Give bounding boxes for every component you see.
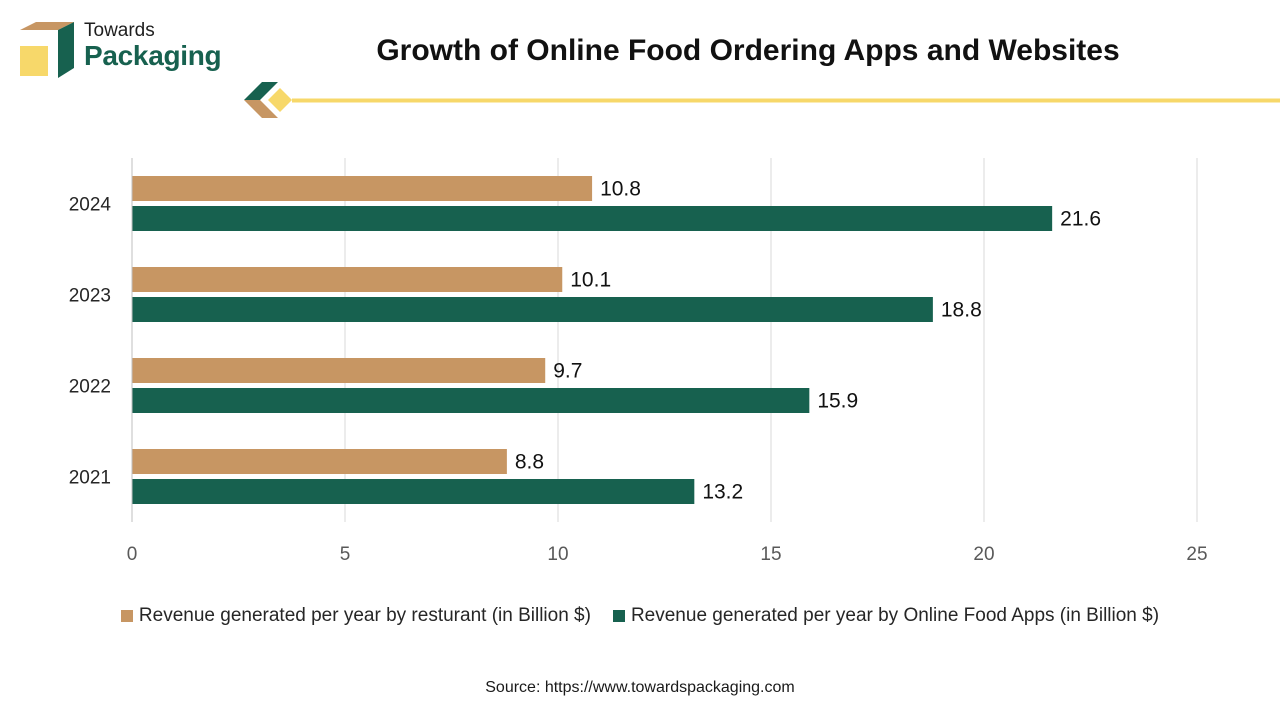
y-category-label: 2024: [69, 195, 112, 216]
y-category-label: 2022: [69, 377, 111, 398]
bar-apps: [132, 388, 810, 413]
bar-chart: 0 5 10 15 20 25 2024 10.8 21.6 2023 10.1 18.8 2022 9.…: [69, 158, 1208, 565]
legend-label-restaurant: Revenue generated per year by resturant …: [138, 605, 591, 626]
bar-restaurant: [132, 267, 563, 292]
data-label-apps: 18.8: [941, 299, 982, 322]
data-label-restaurant: 10.8: [600, 178, 641, 201]
legend-label-apps: Revenue generated per year by Online Foo…: [630, 605, 1160, 626]
y-category-label: 2021: [69, 468, 111, 489]
x-tick-label: 0: [127, 544, 138, 565]
x-tick-label: 20: [973, 544, 994, 565]
data-label-apps: 13.2: [702, 481, 743, 504]
brand-name-top: Towards: [84, 20, 155, 41]
bar-restaurant: [132, 358, 546, 383]
x-tick-label: 15: [760, 544, 781, 565]
box-logo-icon: [20, 22, 74, 78]
chart-title: Growth of Online Food Ordering Apps and …: [376, 34, 1120, 67]
x-tick-label: 10: [547, 544, 568, 565]
title-divider: [244, 82, 1280, 118]
bar-apps: [132, 206, 1053, 231]
bar-restaurant: [132, 176, 593, 201]
x-tick-label: 25: [1186, 544, 1207, 565]
chart-legend: Revenue generated per year by resturant …: [0, 605, 1280, 627]
data-label-restaurant: 9.7: [553, 360, 582, 383]
brand-name-bottom: Packaging: [84, 40, 222, 71]
legend-item-restaurant: Revenue generated per year by resturant …: [120, 605, 591, 627]
x-tick-label: 5: [340, 544, 351, 565]
data-label-restaurant: 8.8: [515, 451, 544, 474]
legend-item-apps: Revenue generated per year by Online Foo…: [612, 605, 1160, 627]
source-note: Source: https://www.towardspackaging.com: [485, 679, 795, 696]
bar-apps: [132, 479, 695, 504]
bar-apps: [132, 297, 933, 322]
legend-swatch-restaurant: [120, 610, 133, 622]
y-category-label: 2023: [69, 286, 111, 307]
data-label-restaurant: 10.1: [570, 269, 611, 292]
legend-swatch-apps: [612, 610, 625, 622]
bar-restaurant: [132, 449, 507, 474]
data-label-apps: 21.6: [1060, 208, 1101, 231]
brand-logo: Towards Packaging: [16, 18, 246, 82]
data-label-apps: 15.9: [817, 390, 858, 413]
